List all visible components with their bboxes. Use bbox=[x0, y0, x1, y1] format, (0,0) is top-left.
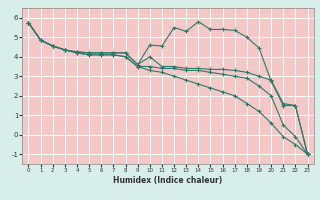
X-axis label: Humidex (Indice chaleur): Humidex (Indice chaleur) bbox=[113, 176, 223, 185]
